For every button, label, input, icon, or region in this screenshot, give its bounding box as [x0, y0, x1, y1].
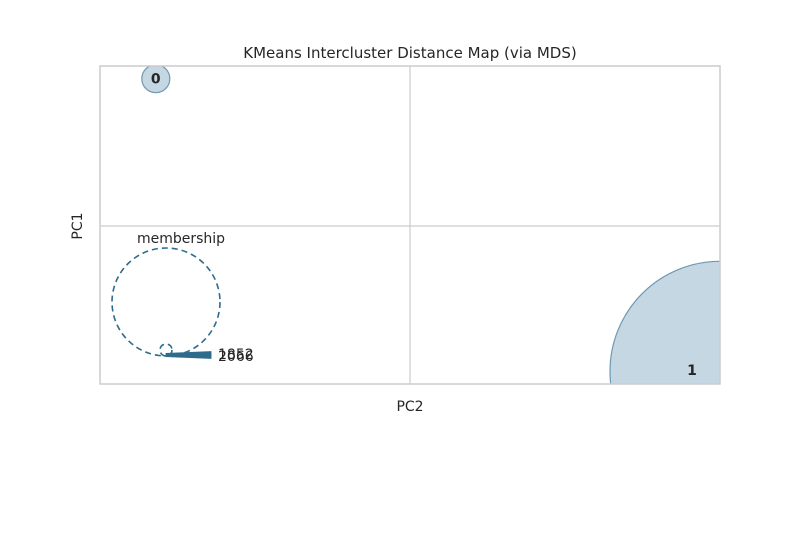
- cluster-marks: [141, 66, 720, 384]
- legend-circle-1852: [159, 343, 173, 357]
- legend-title: membership: [137, 231, 225, 247]
- cluster-circle-1: [609, 260, 720, 384]
- cluster-label-1: 1: [687, 363, 697, 379]
- chart-title: KMeans Intercluster Distance Map (via MD…: [243, 44, 576, 62]
- legend-label-1852: 1852: [218, 347, 254, 363]
- cluster-circle-0: [141, 66, 171, 94]
- legend-label-2066: 2066: [218, 349, 254, 365]
- y-axis-label: PC1: [70, 212, 86, 239]
- legend-pointer-2066: [165, 353, 212, 359]
- cluster-label-0: 0: [151, 72, 161, 88]
- x-axis-label: PC2: [396, 399, 423, 415]
- plot-frame: [99, 65, 721, 385]
